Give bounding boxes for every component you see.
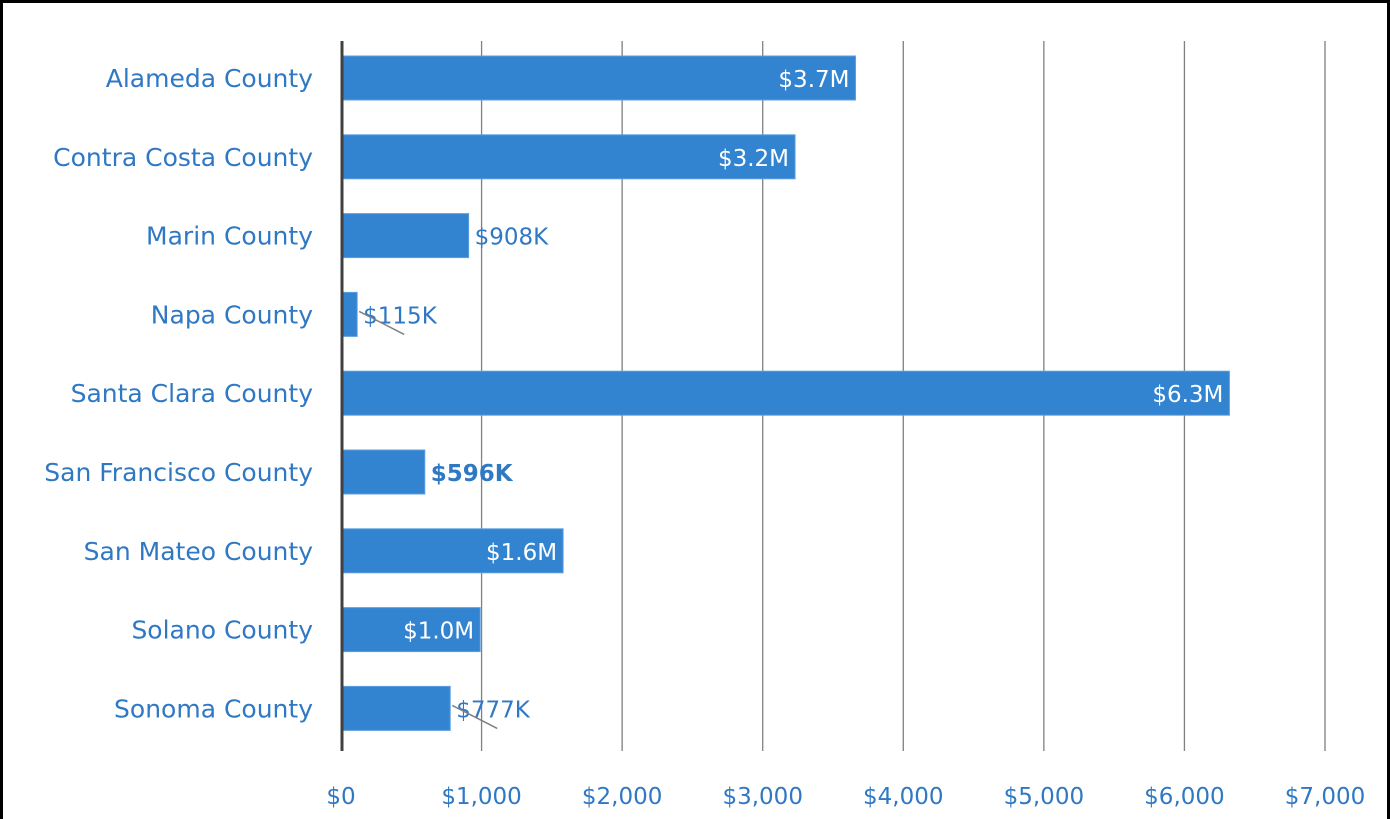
data-label: $6.3M bbox=[1152, 382, 1223, 408]
x-tick-label: $4,000 bbox=[863, 784, 943, 810]
category-label: Napa County bbox=[151, 300, 313, 329]
category-label: San Francisco County bbox=[44, 458, 313, 487]
category-label: Sonoma County bbox=[114, 694, 313, 723]
x-tick-label: $2,000 bbox=[582, 784, 662, 810]
x-tick-label: $5,000 bbox=[1004, 784, 1084, 810]
bar bbox=[340, 607, 481, 653]
data-label: $3.2M bbox=[718, 146, 789, 172]
category-label: Santa Clara County bbox=[71, 379, 314, 408]
data-label: $908K bbox=[475, 225, 550, 251]
bar bbox=[340, 370, 1230, 416]
bar bbox=[340, 213, 470, 259]
data-label: $115K bbox=[363, 303, 438, 329]
bars bbox=[340, 55, 1230, 731]
bar bbox=[340, 685, 451, 731]
category-label: Marin County bbox=[146, 222, 313, 251]
x-tick-label: $1,000 bbox=[441, 784, 521, 810]
leader-line bbox=[358, 310, 405, 336]
bar bbox=[340, 134, 796, 180]
x-tick-label: $3,000 bbox=[722, 784, 802, 810]
labels: $0 $1,000 $2,000 $3,000 $4,000 $5,000 $6,000 $7… bbox=[44, 64, 1365, 810]
category-label: San Mateo County bbox=[84, 537, 314, 566]
x-tick-label: $7,000 bbox=[1285, 784, 1365, 810]
data-label: $777K bbox=[456, 697, 531, 723]
category-label: Contra Costa County bbox=[53, 143, 313, 172]
category-label: Alameda County bbox=[106, 64, 313, 93]
bar bbox=[340, 449, 426, 495]
leader-line bbox=[451, 704, 498, 730]
x-tick-label: $6,000 bbox=[1144, 784, 1224, 810]
bar-chart: $0 $1,000 $2,000 $3,000 $4,000 $5,000 $6,000 $7… bbox=[44, 41, 1365, 810]
data-label: $1.6M bbox=[486, 540, 557, 566]
bar bbox=[340, 528, 564, 574]
x-tick-label: $0 bbox=[326, 784, 355, 810]
data-label: $3.7M bbox=[778, 67, 849, 93]
category-label: Solano County bbox=[131, 616, 313, 645]
data-label: $596K bbox=[431, 461, 514, 487]
data-label: $1.0M bbox=[403, 619, 474, 645]
